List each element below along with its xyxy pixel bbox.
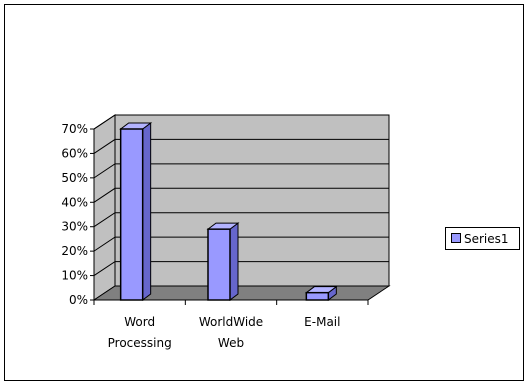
gridline bbox=[93, 187, 389, 203]
gridline bbox=[93, 212, 389, 228]
x-tick-label: Word bbox=[124, 315, 155, 329]
y-tick-label: 60% bbox=[61, 146, 88, 160]
bar-side bbox=[229, 222, 239, 301]
back-wall bbox=[114, 114, 390, 287]
gridline bbox=[93, 261, 389, 276]
gridline bbox=[93, 114, 389, 130]
x-tick-label: Web bbox=[218, 336, 244, 350]
x-tick-label: Processing bbox=[108, 336, 172, 350]
legend-swatch bbox=[451, 233, 461, 243]
y-tick-label: 0% bbox=[69, 293, 88, 307]
x-tick-label: WorldWide bbox=[199, 315, 263, 329]
legend-label: Series1 bbox=[464, 232, 509, 246]
bar bbox=[305, 291, 330, 301]
y-tick-label: 70% bbox=[61, 122, 88, 136]
y-tick-label: 40% bbox=[61, 195, 88, 209]
bar-side bbox=[142, 122, 152, 301]
y-tick-label: 30% bbox=[61, 220, 88, 234]
gridline bbox=[93, 138, 389, 154]
y-tick-label: 50% bbox=[61, 171, 88, 185]
bar bbox=[207, 228, 231, 301]
plot-area: 0% 10% 20% 30% 40% 50% 60% 70% Word Processing Wor… bbox=[61, 114, 391, 350]
x-tick-label: E-Mail bbox=[304, 315, 340, 329]
legend-box bbox=[445, 227, 520, 250]
gridline bbox=[93, 236, 389, 252]
legend: Series1 bbox=[445, 227, 520, 250]
gridline bbox=[93, 163, 389, 179]
side-wall bbox=[93, 114, 116, 301]
bar bbox=[119, 128, 144, 301]
y-tick-label: 10% bbox=[61, 269, 88, 283]
y-tick-label: 20% bbox=[61, 244, 88, 258]
